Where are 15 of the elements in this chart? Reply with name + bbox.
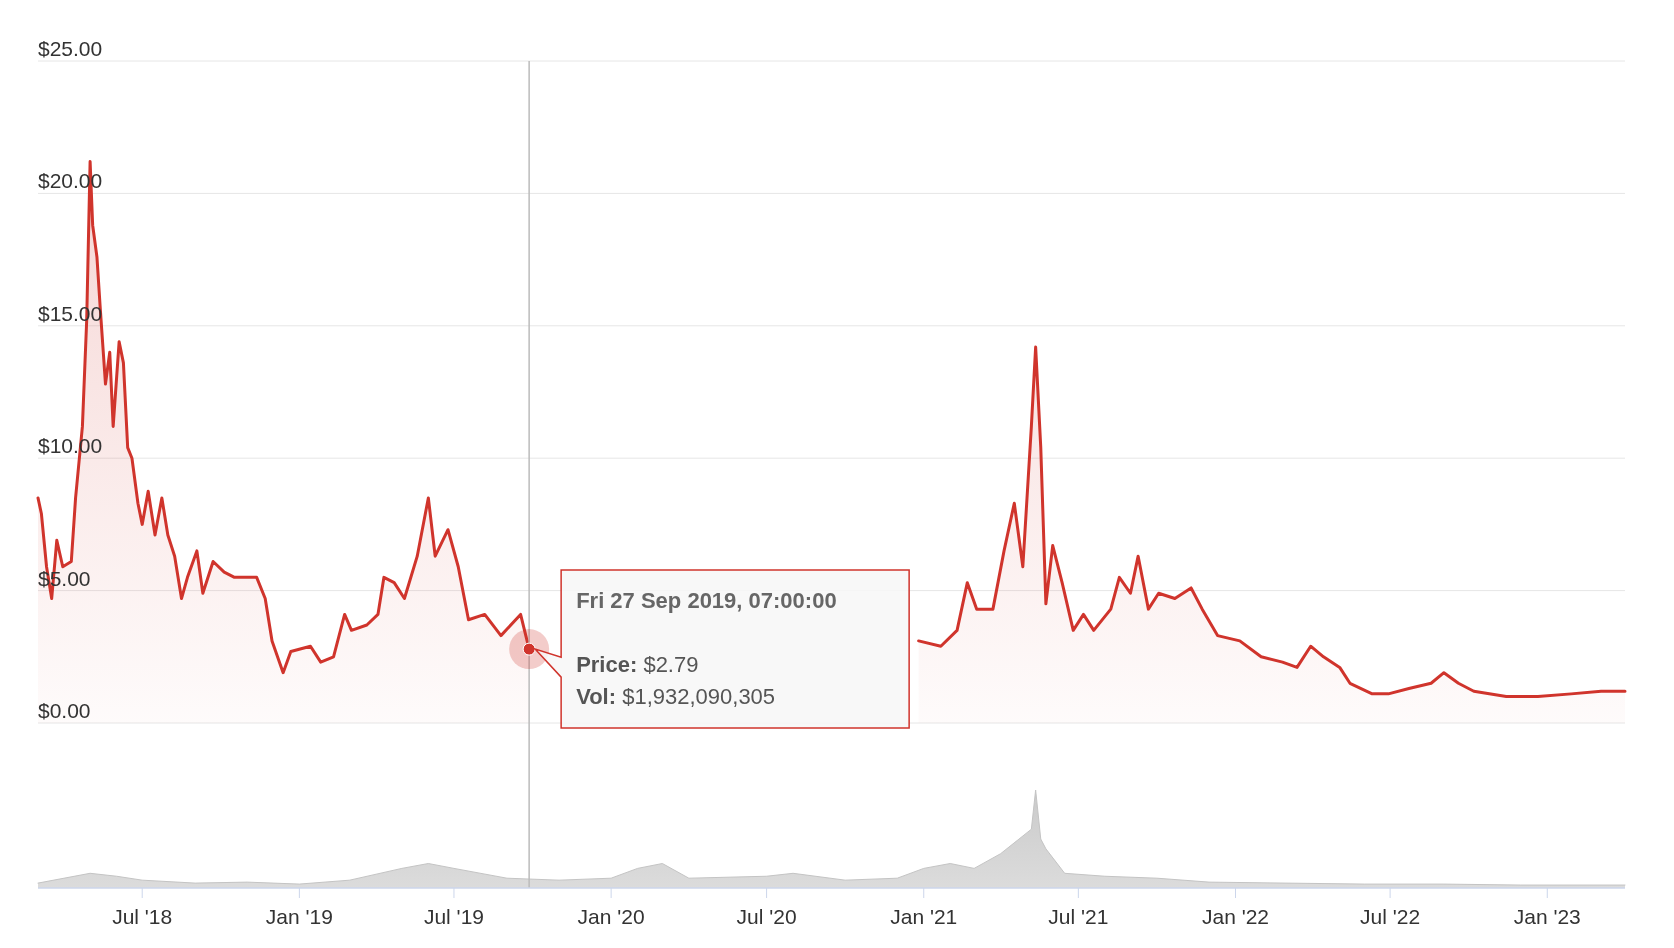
x-tick-label: Jan '20	[577, 905, 645, 928]
x-tick-label: Jul '20	[736, 905, 797, 928]
y-tick-label: $25.00	[38, 37, 103, 60]
x-tick-label: Jul '21	[1048, 905, 1109, 928]
x-tick-label: Jan '19	[265, 905, 333, 928]
annotation: Fri 27 Sep 2019, 07:00:00	[576, 588, 837, 614]
x-tick-label: Jul '19	[423, 905, 484, 928]
annotation: Price: $2.79	[576, 652, 699, 678]
x-tick-label: Jan '22	[1201, 905, 1270, 928]
x-tick-label: Jul '22	[1360, 905, 1421, 928]
annotation: Vol: $1,932,090,305	[576, 684, 776, 710]
x-tick-label: Jul '18	[112, 905, 173, 928]
y-tick-label: $0.00	[38, 699, 91, 722]
x-tick-label: Jan '23	[1513, 905, 1581, 928]
x-tick-label: Jan '21	[890, 905, 958, 928]
